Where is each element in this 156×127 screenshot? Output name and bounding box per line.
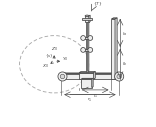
Polygon shape (89, 15, 90, 22)
Polygon shape (86, 22, 88, 72)
Circle shape (60, 74, 65, 79)
Polygon shape (115, 18, 117, 79)
Circle shape (81, 36, 85, 40)
Polygon shape (82, 49, 91, 51)
Circle shape (115, 72, 124, 81)
Text: $Y_0$: $Y_0$ (62, 56, 69, 63)
Text: $X_0$: $X_0$ (42, 62, 49, 70)
Circle shape (81, 47, 85, 52)
Text: $Z_0$: $Z_0$ (51, 45, 58, 53)
Circle shape (117, 74, 121, 79)
Polygon shape (79, 72, 95, 73)
Polygon shape (92, 78, 93, 88)
Text: $\{s\}$: $\{s\}$ (44, 53, 53, 60)
Polygon shape (93, 72, 95, 79)
Ellipse shape (85, 15, 89, 17)
Polygon shape (82, 37, 91, 39)
Text: $l_b$: $l_b$ (122, 60, 127, 68)
Polygon shape (111, 19, 115, 79)
Polygon shape (88, 22, 89, 72)
Circle shape (58, 72, 67, 81)
Circle shape (88, 36, 93, 40)
Polygon shape (81, 79, 92, 88)
Text: $r_1$: $r_1$ (87, 97, 93, 104)
Text: $l_a$: $l_a$ (122, 30, 127, 38)
Text: $\{T\}$: $\{T\}$ (93, 1, 103, 8)
Polygon shape (79, 73, 93, 79)
Polygon shape (85, 16, 89, 22)
Text: $l_1$: $l_1$ (93, 92, 98, 100)
Polygon shape (81, 78, 93, 79)
Polygon shape (61, 73, 120, 74)
Circle shape (88, 47, 93, 52)
Polygon shape (82, 18, 92, 20)
Polygon shape (61, 74, 119, 79)
Polygon shape (111, 18, 117, 19)
